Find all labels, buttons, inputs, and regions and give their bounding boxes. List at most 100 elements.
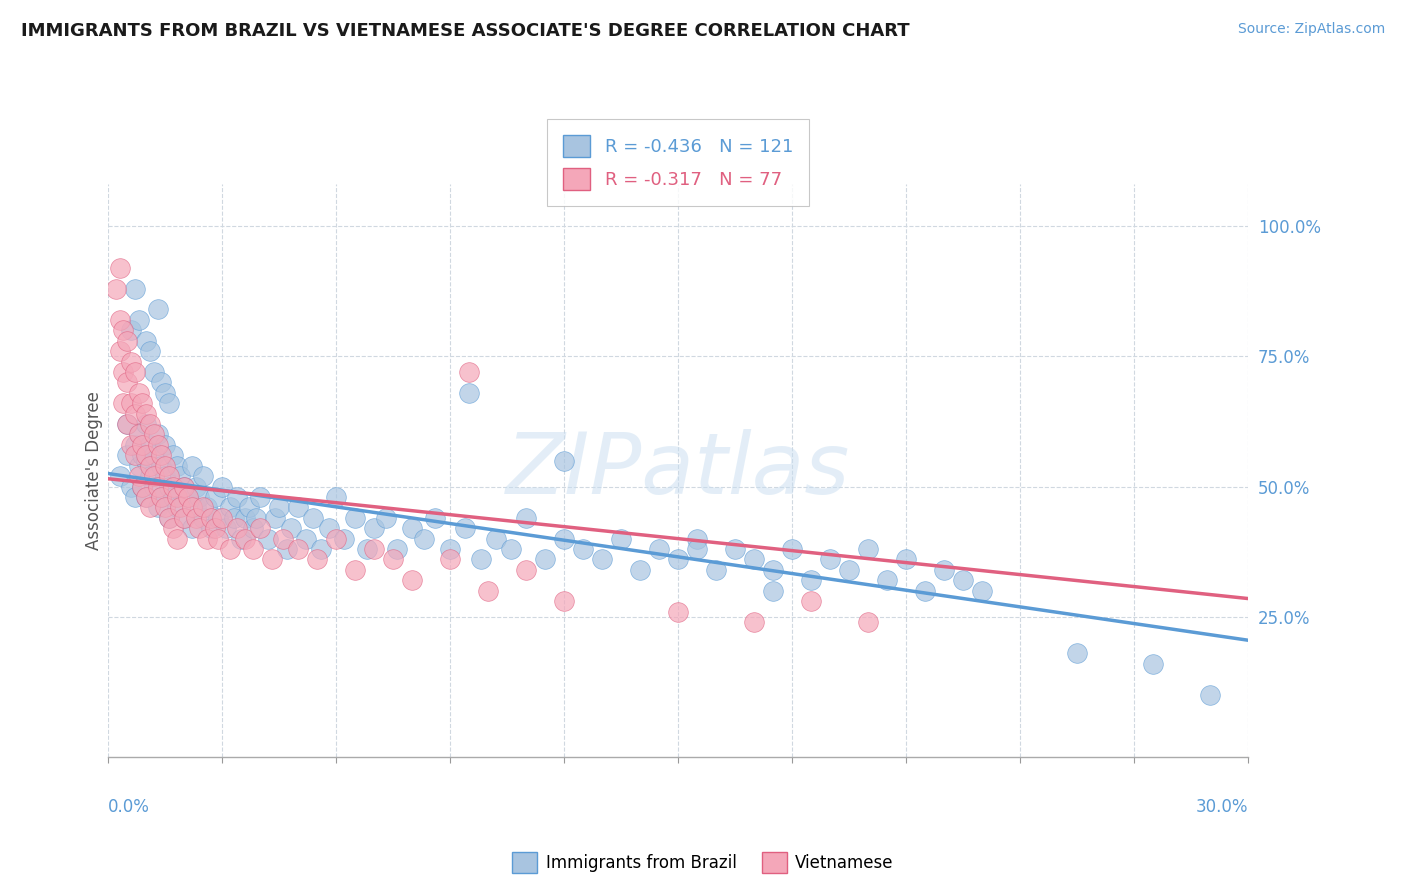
Point xyxy=(287,542,309,557)
Point xyxy=(153,458,176,473)
Point xyxy=(120,396,142,410)
Point xyxy=(166,532,188,546)
Point xyxy=(131,438,153,452)
Point xyxy=(553,453,575,467)
Point xyxy=(242,542,264,557)
Point xyxy=(135,453,157,467)
Point xyxy=(458,385,481,400)
Point xyxy=(173,479,195,493)
Point xyxy=(666,605,689,619)
Point xyxy=(108,260,131,275)
Point xyxy=(515,511,537,525)
Point xyxy=(762,563,785,577)
Point xyxy=(287,500,309,515)
Point xyxy=(363,542,385,557)
Text: IMMIGRANTS FROM BRAZIL VS VIETNAMESE ASSOCIATE'S DEGREE CORRELATION CHART: IMMIGRANTS FROM BRAZIL VS VIETNAMESE ASS… xyxy=(21,22,910,40)
Point xyxy=(157,479,180,493)
Point xyxy=(686,542,709,557)
Point xyxy=(325,532,347,546)
Point xyxy=(218,500,240,515)
Point xyxy=(332,532,354,546)
Point xyxy=(108,344,131,359)
Point xyxy=(124,365,146,379)
Point xyxy=(800,594,823,608)
Point xyxy=(124,490,146,504)
Point xyxy=(142,427,165,442)
Point xyxy=(222,511,245,525)
Point xyxy=(157,511,180,525)
Point xyxy=(162,479,184,493)
Point xyxy=(276,542,298,557)
Point xyxy=(423,511,446,525)
Point xyxy=(724,542,747,557)
Point xyxy=(280,521,302,535)
Point xyxy=(215,521,238,535)
Point xyxy=(124,438,146,452)
Point xyxy=(104,282,127,296)
Point xyxy=(401,521,423,535)
Point xyxy=(166,458,188,473)
Point xyxy=(146,427,169,442)
Point xyxy=(269,500,291,515)
Point xyxy=(1199,688,1222,702)
Point xyxy=(166,490,188,504)
Point xyxy=(591,552,613,566)
Point xyxy=(233,532,256,546)
Point xyxy=(135,448,157,462)
Point xyxy=(153,500,176,515)
Point xyxy=(108,313,131,327)
Point xyxy=(188,490,211,504)
Point xyxy=(242,521,264,535)
Point xyxy=(142,448,165,462)
Point xyxy=(128,469,150,483)
Point xyxy=(385,542,408,557)
Point xyxy=(142,479,165,493)
Point xyxy=(401,574,423,588)
Point xyxy=(146,479,169,493)
Point xyxy=(499,542,522,557)
Point xyxy=(553,532,575,546)
Point xyxy=(124,407,146,421)
Y-axis label: Associate's Degree: Associate's Degree xyxy=(86,392,103,550)
Point xyxy=(704,563,727,577)
Point xyxy=(628,563,651,577)
Point xyxy=(128,427,150,442)
Text: ZIPatlas: ZIPatlas xyxy=(506,429,851,512)
Point xyxy=(666,552,689,566)
Point xyxy=(120,323,142,337)
Point xyxy=(610,532,633,546)
Point xyxy=(344,563,367,577)
Point xyxy=(128,427,150,442)
Point xyxy=(193,500,215,515)
Legend: Immigrants from Brazil, Vietnamese: Immigrants from Brazil, Vietnamese xyxy=(506,846,900,880)
Point xyxy=(818,552,841,566)
Point xyxy=(485,532,508,546)
Point xyxy=(108,469,131,483)
Point xyxy=(180,458,202,473)
Point xyxy=(135,417,157,431)
Point xyxy=(226,521,249,535)
Point xyxy=(207,532,229,546)
Point xyxy=(302,511,325,525)
Point xyxy=(454,521,477,535)
Point xyxy=(238,500,260,515)
Point xyxy=(112,365,135,379)
Point xyxy=(112,396,135,410)
Point xyxy=(200,511,222,525)
Point xyxy=(115,417,138,431)
Point xyxy=(139,344,162,359)
Point xyxy=(124,282,146,296)
Point xyxy=(188,521,211,535)
Point xyxy=(150,458,173,473)
Point xyxy=(173,511,195,525)
Point xyxy=(195,500,218,515)
Point xyxy=(211,511,233,525)
Point xyxy=(166,500,188,515)
Point xyxy=(439,552,461,566)
Point xyxy=(260,552,283,566)
Point xyxy=(146,500,169,515)
Point xyxy=(477,583,499,598)
Point xyxy=(135,490,157,504)
Point xyxy=(970,583,993,598)
Point xyxy=(742,615,765,629)
